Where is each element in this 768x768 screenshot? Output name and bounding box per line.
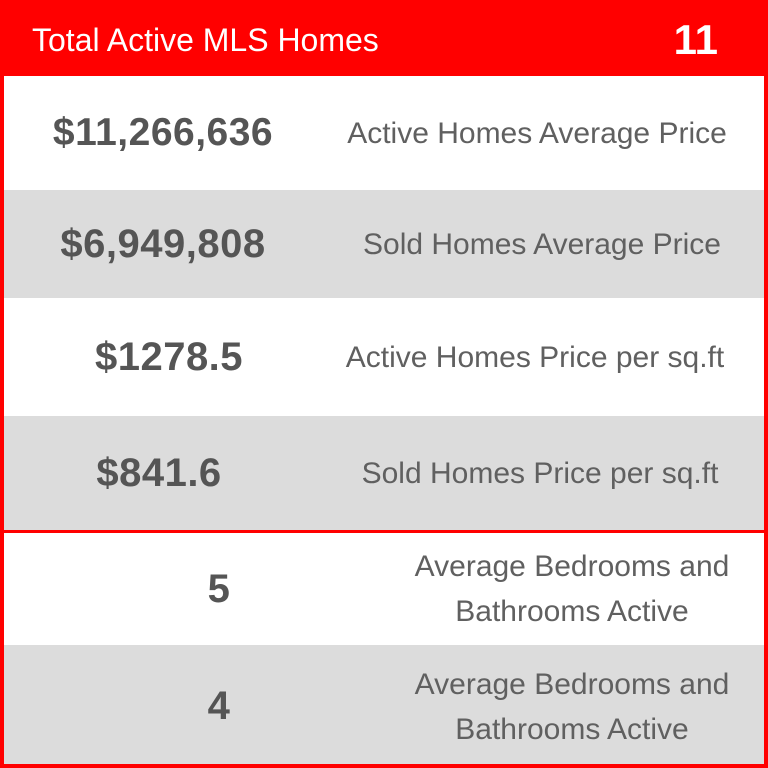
stat-label: Average Bedrooms and Bathrooms Active	[380, 533, 764, 645]
stat-label: Average Bedrooms and Bathrooms Active	[380, 645, 764, 764]
stat-label: Sold Homes Average Price	[363, 227, 721, 261]
header-title: Total Active MLS Homes	[32, 22, 379, 58]
stat-row-bed-bath-second: 4 Average Bedrooms and Bathrooms Active	[4, 645, 764, 764]
stat-label-line: Bathrooms Active	[455, 595, 689, 628]
stat-row-bed-bath-active: 5 Average Bedrooms and Bathrooms Active	[4, 533, 764, 645]
stat-value: $11,266,636	[52, 111, 274, 154]
total-homes-count: 11	[673, 16, 718, 63]
section-divider	[4, 530, 764, 533]
stat-value: $1278.5	[94, 334, 244, 379]
stat-row-active-price-per-sqft: $1278.5 Active Homes Price per sq.ft	[4, 298, 764, 416]
stat-row-sold-average-price: $6,949,808 Sold Homes Average Price	[4, 190, 764, 298]
stat-label-line: Bathrooms Active	[455, 712, 689, 746]
stat-value: $6,949,808	[60, 221, 266, 266]
stat-value: $841.6	[96, 450, 222, 495]
stat-value: 5	[207, 566, 231, 611]
stat-row-sold-price-per-sqft: $841.6 Sold Homes Price per sq.ft	[4, 416, 764, 530]
stat-label-line: Average Bedrooms and	[414, 667, 730, 701]
stat-label: Active Homes Price per sq.ft	[345, 340, 725, 374]
stat-value: 4	[207, 684, 231, 728]
stat-label: Active Homes Average Price	[347, 116, 727, 150]
stat-label: Sold Homes Price per sq.ft	[361, 456, 719, 490]
header-bar: Total Active MLS Homes 11	[4, 0, 764, 76]
stat-row-active-average-price: $11,266,636 Active Homes Average Price	[4, 76, 764, 190]
stat-label-line: Average Bedrooms and	[414, 550, 730, 583]
